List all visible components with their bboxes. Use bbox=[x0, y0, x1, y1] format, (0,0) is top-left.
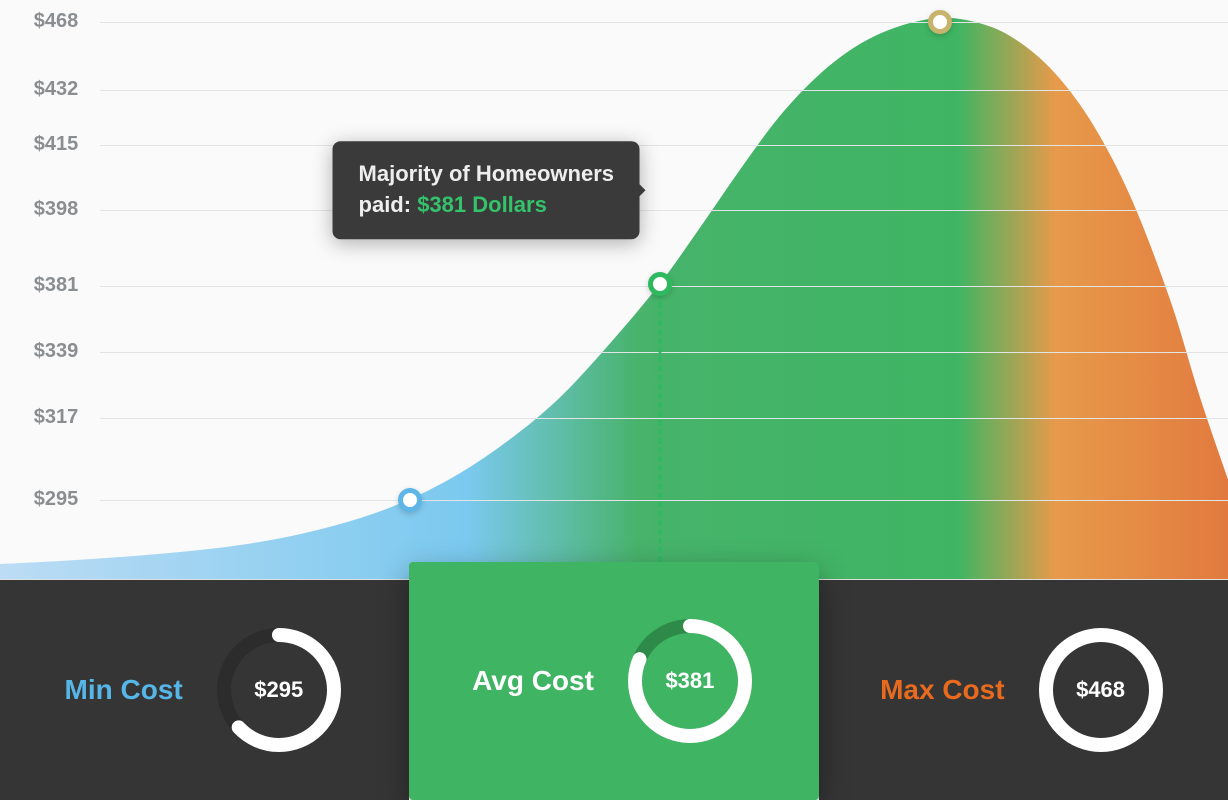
avg-cost-ring: $381 bbox=[624, 615, 756, 747]
avg-cost-card[interactable]: Avg Cost $381 bbox=[409, 562, 818, 800]
y-tick-label: $339 bbox=[34, 340, 79, 363]
avg-cost-tooltip: Majority of Homeowners paid: $381 Dollar… bbox=[333, 141, 640, 239]
avg-cost-value: $381 bbox=[624, 615, 756, 747]
summary-cards: Min Cost $295 Avg Cost $381 Max Cost $46… bbox=[0, 580, 1228, 800]
min-cost-card[interactable]: Min Cost $295 bbox=[0, 580, 409, 800]
y-tick-label: $381 bbox=[34, 274, 79, 297]
min-cost-ring: $295 bbox=[213, 624, 345, 756]
y-tick-label: $468 bbox=[34, 10, 79, 33]
tooltip-line2: paid: $381 Dollars bbox=[359, 190, 614, 221]
y-tick-label: $398 bbox=[34, 198, 79, 221]
y-tick-label: $317 bbox=[34, 406, 79, 429]
y-tick-label: $295 bbox=[34, 488, 79, 511]
gridline bbox=[100, 22, 1228, 23]
gridline bbox=[100, 286, 1228, 287]
tooltip-line1: Majority of Homeowners bbox=[359, 159, 614, 190]
min-cost-label: Min Cost bbox=[65, 674, 183, 706]
max-cost-value: $468 bbox=[1035, 624, 1167, 756]
min-cost-value: $295 bbox=[213, 624, 345, 756]
max-cost-label: Max Cost bbox=[880, 674, 1004, 706]
y-tick-label: $432 bbox=[34, 78, 79, 101]
gridline bbox=[100, 210, 1228, 211]
gridline bbox=[100, 352, 1228, 353]
gridline bbox=[100, 145, 1228, 146]
cost-distribution-chart: $468 $432 $415 $398 $381 $339 $317 $295 Majorit… bbox=[0, 0, 1228, 580]
max-cost-card[interactable]: Max Cost $468 bbox=[819, 580, 1228, 800]
max-cost-ring: $468 bbox=[1035, 624, 1167, 756]
gridline bbox=[100, 500, 1228, 501]
chart-svg bbox=[0, 0, 1228, 579]
gridline bbox=[100, 418, 1228, 419]
gridline bbox=[100, 90, 1228, 91]
avg-cost-label: Avg Cost bbox=[472, 665, 594, 697]
y-tick-label: $415 bbox=[34, 133, 79, 156]
